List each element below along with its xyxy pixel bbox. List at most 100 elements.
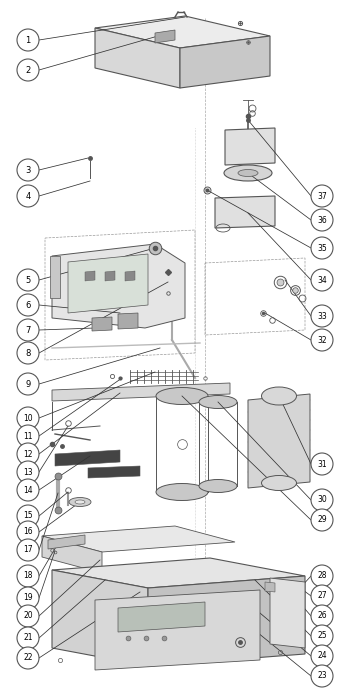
Polygon shape — [215, 196, 275, 228]
Text: 24: 24 — [317, 652, 327, 660]
Text: 11: 11 — [23, 431, 33, 440]
Circle shape — [17, 627, 39, 649]
Circle shape — [17, 319, 39, 341]
Text: 7: 7 — [25, 325, 31, 334]
Polygon shape — [92, 317, 112, 331]
Text: 34: 34 — [317, 275, 327, 285]
Ellipse shape — [199, 480, 237, 493]
Ellipse shape — [224, 165, 272, 181]
Polygon shape — [42, 536, 102, 573]
Text: 13: 13 — [23, 468, 33, 477]
Text: 28: 28 — [317, 572, 327, 581]
Circle shape — [311, 665, 333, 687]
Text: 35: 35 — [317, 244, 327, 252]
Circle shape — [311, 489, 333, 511]
Text: 18: 18 — [23, 572, 33, 581]
Circle shape — [17, 29, 39, 51]
Circle shape — [311, 329, 333, 351]
Text: 17: 17 — [23, 546, 33, 555]
Circle shape — [17, 647, 39, 669]
Circle shape — [17, 505, 39, 527]
Text: 10: 10 — [23, 413, 33, 422]
Circle shape — [311, 305, 333, 327]
Polygon shape — [95, 590, 260, 670]
Ellipse shape — [261, 475, 296, 491]
Polygon shape — [118, 602, 205, 632]
Circle shape — [17, 407, 39, 429]
Circle shape — [17, 159, 39, 181]
Ellipse shape — [238, 169, 258, 177]
Circle shape — [17, 521, 39, 543]
Circle shape — [17, 294, 39, 316]
Polygon shape — [95, 16, 270, 48]
Polygon shape — [48, 535, 85, 549]
Text: 27: 27 — [317, 592, 327, 601]
Ellipse shape — [69, 497, 91, 506]
Text: 36: 36 — [317, 215, 327, 224]
Circle shape — [311, 645, 333, 667]
Polygon shape — [95, 28, 180, 88]
Circle shape — [311, 269, 333, 291]
Circle shape — [311, 237, 333, 259]
Polygon shape — [88, 466, 140, 478]
Text: 32: 32 — [317, 336, 327, 345]
Circle shape — [17, 443, 39, 465]
Polygon shape — [155, 30, 175, 43]
Text: 14: 14 — [23, 486, 33, 495]
Circle shape — [311, 565, 333, 587]
Circle shape — [17, 269, 39, 291]
Circle shape — [17, 425, 39, 447]
Text: 23: 23 — [317, 671, 327, 680]
Text: 6: 6 — [25, 301, 31, 310]
Text: 4: 4 — [25, 191, 31, 200]
Polygon shape — [50, 256, 60, 298]
Circle shape — [17, 479, 39, 501]
Circle shape — [311, 605, 333, 627]
Text: 8: 8 — [25, 349, 31, 358]
Text: 33: 33 — [317, 312, 327, 321]
Polygon shape — [148, 576, 305, 666]
Circle shape — [311, 209, 333, 231]
Polygon shape — [68, 254, 148, 313]
Text: 1: 1 — [25, 36, 31, 45]
Circle shape — [17, 59, 39, 81]
Circle shape — [311, 585, 333, 607]
Polygon shape — [225, 128, 275, 165]
Text: 3: 3 — [25, 166, 31, 175]
Text: 25: 25 — [317, 632, 327, 641]
Polygon shape — [180, 36, 270, 88]
Polygon shape — [42, 526, 235, 552]
Circle shape — [311, 185, 333, 207]
Polygon shape — [52, 558, 305, 588]
Text: 26: 26 — [317, 612, 327, 621]
Circle shape — [17, 565, 39, 587]
Polygon shape — [52, 244, 185, 328]
Circle shape — [17, 342, 39, 364]
Circle shape — [311, 625, 333, 647]
Text: 19: 19 — [23, 594, 33, 603]
Ellipse shape — [199, 396, 237, 409]
Text: 30: 30 — [317, 495, 327, 504]
Circle shape — [17, 373, 39, 395]
Polygon shape — [85, 271, 95, 281]
Circle shape — [17, 461, 39, 483]
Polygon shape — [265, 582, 275, 592]
Polygon shape — [248, 394, 310, 488]
Text: 37: 37 — [317, 191, 327, 200]
Polygon shape — [118, 313, 138, 329]
Text: 16: 16 — [23, 528, 33, 537]
Text: 5: 5 — [25, 275, 31, 285]
Ellipse shape — [75, 500, 85, 504]
Text: 12: 12 — [23, 449, 33, 458]
Polygon shape — [125, 271, 135, 281]
Circle shape — [311, 509, 333, 531]
Polygon shape — [52, 570, 148, 666]
Polygon shape — [52, 383, 230, 401]
Text: 22: 22 — [23, 654, 33, 663]
Polygon shape — [105, 271, 115, 281]
Circle shape — [17, 185, 39, 207]
Polygon shape — [55, 450, 120, 466]
Text: 31: 31 — [317, 460, 327, 469]
Circle shape — [17, 539, 39, 561]
Ellipse shape — [261, 387, 296, 405]
